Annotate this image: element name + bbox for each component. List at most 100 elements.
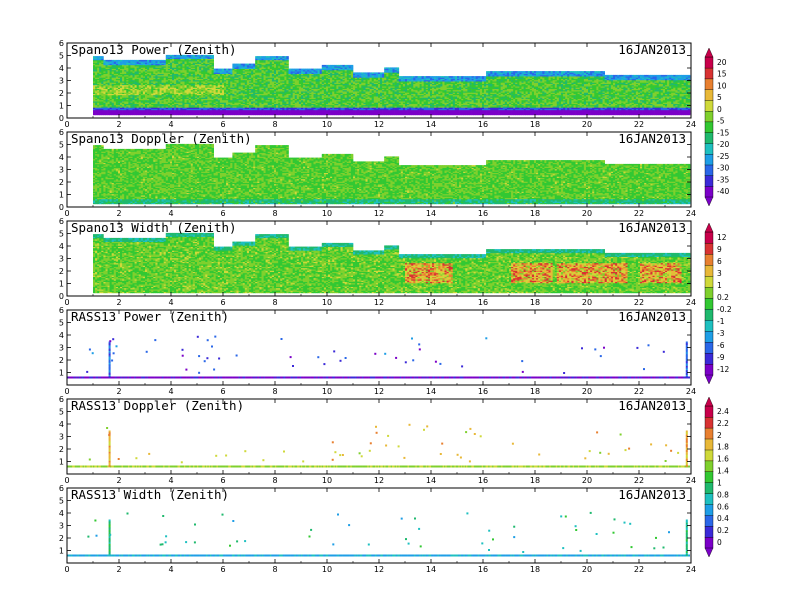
heatmap-cell [211,78,214,81]
heatmap-cell [167,94,171,97]
heatmap-cell [190,81,194,83]
heatmap-cell [101,82,104,84]
heatmap-cell [284,91,287,93]
heatmap-cell [103,81,106,83]
heatmap-cell [192,102,196,104]
heatmap-cell [120,86,123,88]
heatmap-cell [251,109,254,112]
heatmap-cell [182,87,185,89]
heatmap-cell [140,91,144,93]
heatmap-cell [109,71,112,73]
heatmap-cell [113,69,117,72]
heatmap-cell [315,76,318,78]
heatmap-cell [182,67,185,69]
heatmap-cell [326,102,329,104]
heatmap-cell [236,74,239,77]
heatmap-cell [128,108,131,111]
heatmap-cell [317,69,320,72]
heatmap-cell [309,102,312,104]
heatmap-cell [265,112,268,114]
heatmap-cell [326,109,329,112]
heatmap-cell [157,94,160,97]
heatmap-cell [267,68,271,71]
heatmap-cell [93,72,96,74]
heatmap-cell [174,87,177,89]
heatmap-cell [290,99,293,102]
heatmap-cell [149,99,152,102]
heatmap-cell [149,76,152,78]
heatmap-cell [174,82,177,84]
heatmap-cell [211,91,214,93]
heatmap-cell [186,81,189,83]
heatmap-cell [246,72,250,74]
heatmap-cell [240,71,244,73]
heatmap-cell [207,67,210,69]
heatmap-cell [284,67,287,69]
heatmap-cell [99,59,102,62]
heatmap-cell [184,94,187,97]
heatmap-cell [240,97,244,99]
heatmap-cell [122,82,125,84]
heatmap-cell [93,63,96,66]
heatmap-cell [151,77,154,79]
heatmap-cell [124,94,127,97]
heatmap-cell [251,71,254,73]
heatmap-cell [167,71,171,73]
heatmap-cell [115,78,119,81]
heatmap-cell [217,81,221,83]
heatmap-cell [294,91,298,93]
heatmap-cell [115,73,119,76]
heatmap-cell [265,66,268,68]
heatmap-cell [163,97,167,99]
heatmap-cell [105,61,108,63]
heatmap-cell [209,64,212,67]
heatmap-cell [134,79,137,82]
heatmap-cell [303,97,306,99]
heatmap-cell [120,84,123,87]
heatmap-cell [126,79,129,82]
heatmap-cell [323,82,327,84]
heatmap-cell [132,73,135,76]
heatmap-cell [101,67,104,69]
heatmap-cell [122,73,125,76]
heatmap-cell [132,98,135,101]
heatmap-cell [130,93,133,96]
heatmap-cell [267,77,271,79]
heatmap-cell [93,94,96,97]
heatmap-cell [238,111,241,113]
heatmap-cell [278,57,281,59]
heatmap-cell [296,94,300,97]
heatmap-cell [142,98,146,101]
heatmap-cell [257,76,260,78]
heatmap-cell [217,71,221,73]
heatmap-cell [147,107,150,109]
heatmap-cell [261,92,264,94]
heatmap-cell [292,108,296,111]
heatmap-cell [242,84,246,87]
heatmap-cell [265,88,268,91]
heatmap-cell [253,83,256,86]
heatmap-cell [142,92,146,94]
heatmap-cell [134,62,137,64]
heatmap-cell [211,112,214,114]
heatmap-cell [138,77,142,79]
heatmap-cell [170,93,173,96]
heatmap-cell [190,98,194,101]
heatmap-cell [330,69,333,72]
heatmap-cell [134,66,137,68]
heatmap-cell [111,68,115,71]
heatmap-cell [95,66,98,68]
heatmap-cell [305,88,308,91]
heatmap-cell [113,63,117,66]
heatmap-cell [292,74,296,77]
heatmap-cell [292,113,296,116]
heatmap-cell [136,94,140,97]
heatmap-cell [307,98,310,101]
heatmap-cell [184,99,187,102]
heatmap-cell [244,76,248,78]
heatmap-cell [205,64,208,67]
heatmap-cell [142,59,146,62]
heatmap-cell [274,76,277,78]
heatmap-cell [307,97,310,99]
heatmap-cell [184,76,187,78]
